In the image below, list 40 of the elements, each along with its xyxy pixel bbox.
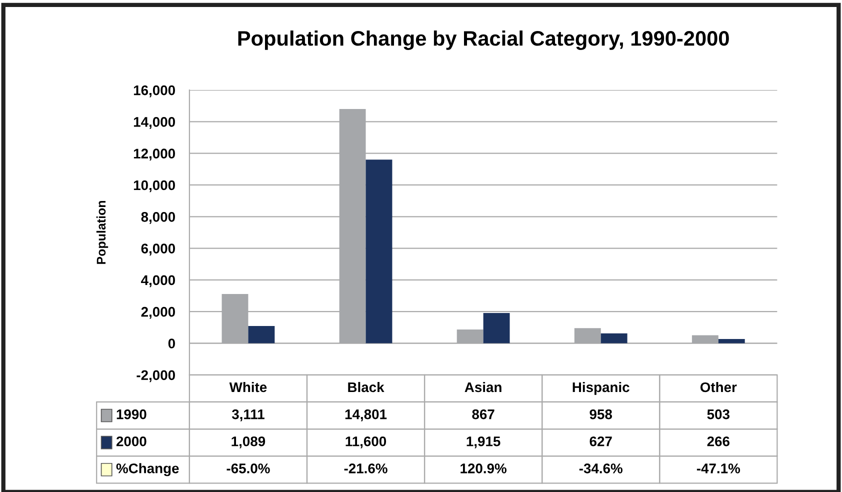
y-tick-label: 16,000 — [134, 85, 175, 98]
text: 120.9% — [460, 464, 506, 474]
y-axis-title: Population — [96, 200, 108, 264]
legend-label: 1990 — [116, 409, 146, 420]
y-tick-label: -2,000 — [136, 370, 175, 382]
bar — [718, 339, 745, 344]
x-tick-label: Other — [700, 382, 737, 392]
data-label: 503 — [707, 409, 730, 420]
text: -47.1% — [696, 464, 740, 474]
data-label: 627 — [590, 436, 612, 446]
data-label: 11,600 — [346, 436, 386, 448]
data-label: 3,111 — [232, 409, 264, 422]
y-tick-label: 8,000 — [141, 212, 175, 224]
y-tick-label: 2,000 — [141, 306, 175, 319]
bar — [483, 312, 510, 344]
text: -65.0% — [226, 464, 270, 474]
bar — [366, 160, 392, 344]
bar — [600, 333, 628, 344]
data-label: 867 — [472, 409, 494, 420]
bar — [248, 326, 275, 344]
x-tick-label: Asian — [464, 382, 502, 392]
data-label: 1,915 — [466, 436, 500, 448]
y-tick-label: 14,000 — [134, 117, 175, 129]
text: -34.6% — [579, 464, 622, 474]
data-label: 1,089 — [232, 436, 266, 448]
data-label: 14,801 — [345, 409, 387, 422]
data-label: 958 — [590, 409, 612, 420]
text: -21.6% — [344, 464, 388, 474]
y-tick-label: 0 — [168, 338, 175, 348]
y-tick-label: 12,000 — [134, 148, 175, 161]
data-label: 266 — [707, 436, 730, 446]
x-tick-label: Hispanic — [572, 382, 630, 395]
y-tick-label: 10,000 — [134, 180, 175, 192]
legend-label: 2000 — [116, 436, 146, 446]
y-tick-label: 4,000 — [141, 275, 175, 288]
y-tick-label: 6,000 — [141, 244, 175, 256]
x-tick-label: Black — [348, 382, 384, 392]
x-tick-label: White — [229, 382, 267, 392]
chart-title: Population Change by Racial Category, 1990-2000 — [238, 30, 729, 50]
legend-label: %Change — [116, 463, 179, 476]
